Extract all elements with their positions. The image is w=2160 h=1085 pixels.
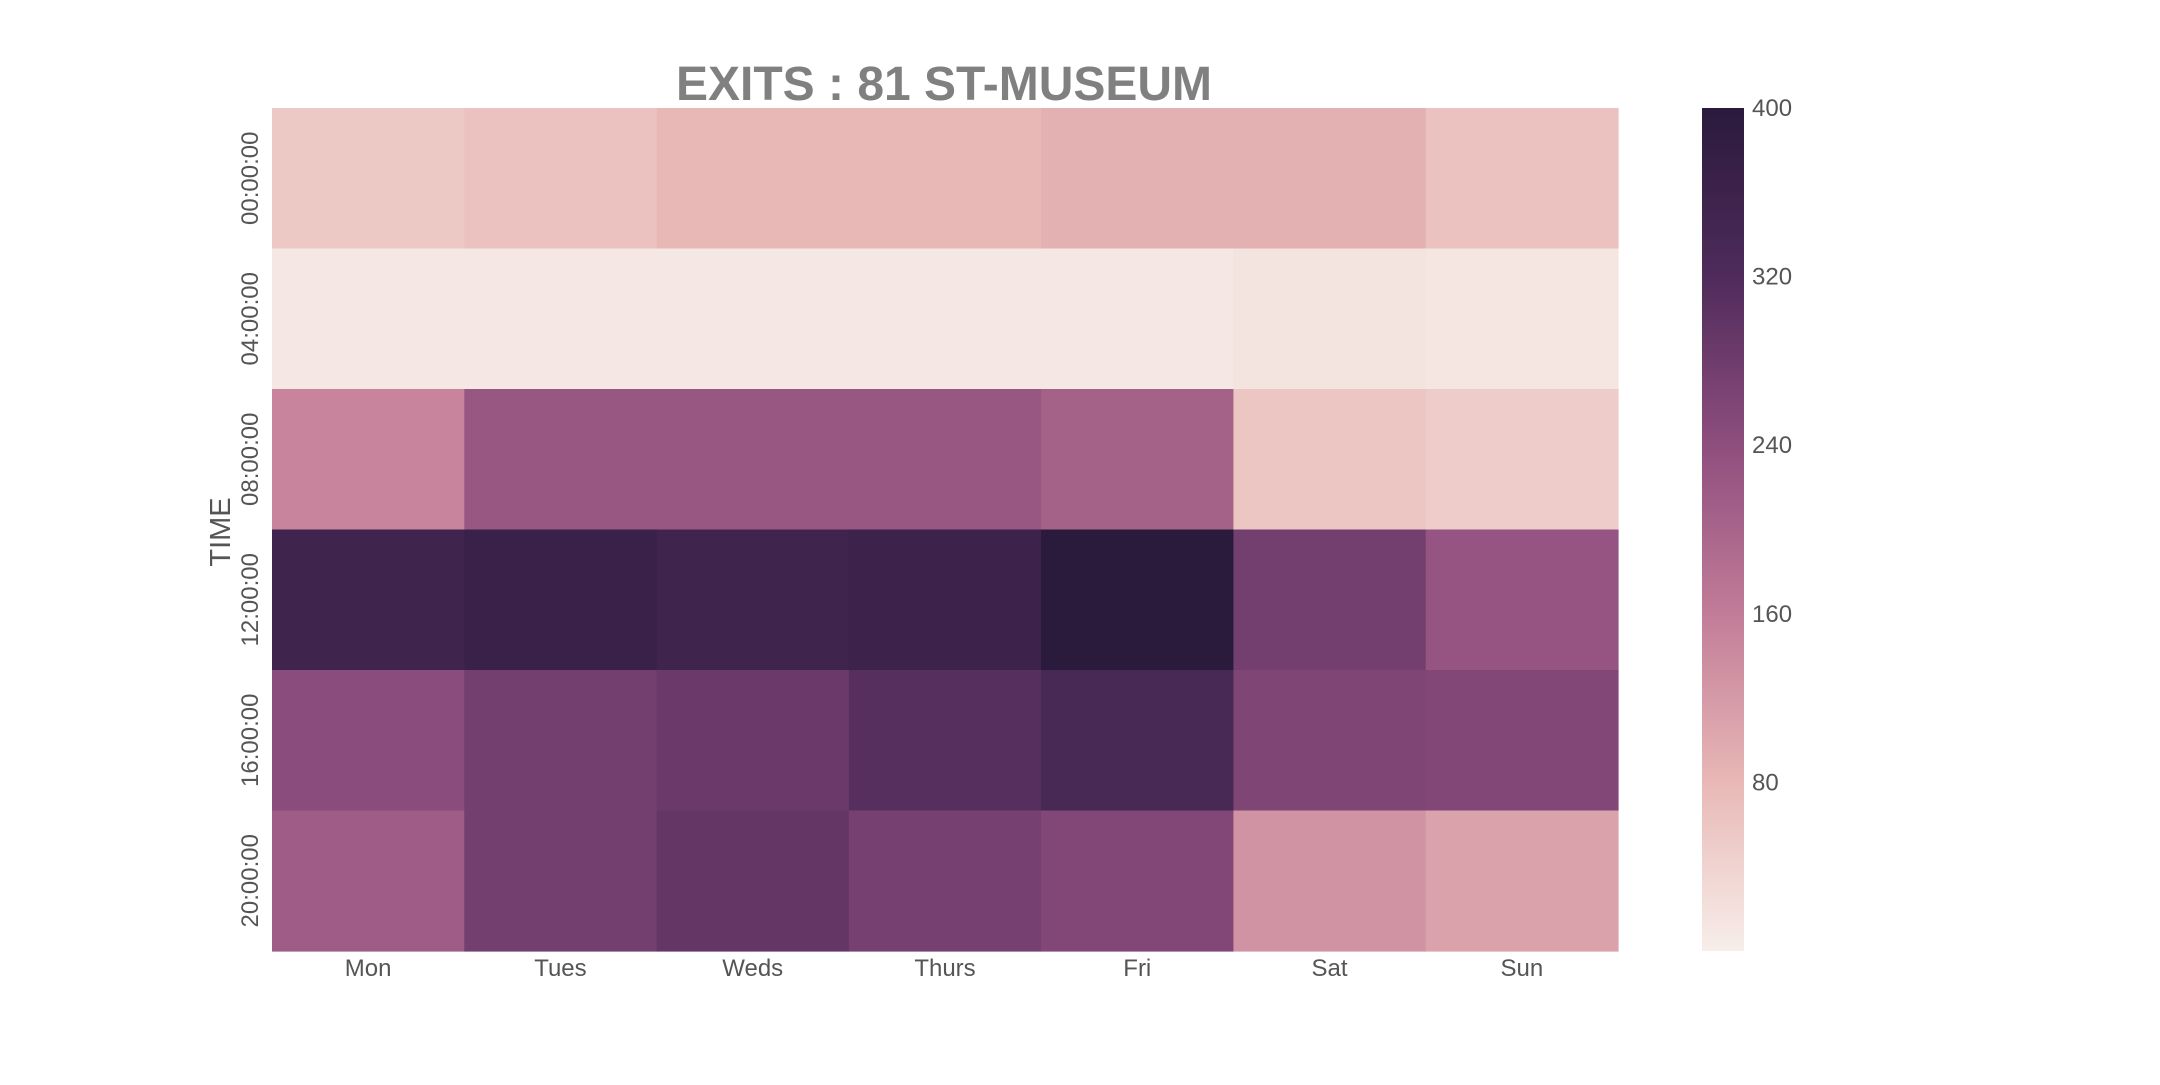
heatmap-cell (848, 248, 1042, 390)
heatmap-cell (1041, 108, 1235, 250)
heatmap-cell (1041, 389, 1235, 531)
heatmap-cell (1041, 529, 1235, 671)
heatmap-cell (272, 248, 465, 390)
colorbar-tick-label: 400 (1752, 95, 1792, 122)
heatmap-cell (1425, 248, 1619, 390)
heatmap-cell (1425, 389, 1619, 531)
heatmap-cell (848, 108, 1042, 250)
heatmap-cell (464, 529, 658, 671)
x-tick-label: Mon (345, 955, 392, 982)
heatmap-cell (272, 108, 465, 250)
heatmap-cell (464, 108, 658, 250)
x-tick-labels: Mon Tues Weds Thurs Fri Sat Sun (345, 955, 1543, 982)
heatmap-cell (848, 529, 1042, 671)
heatmap-cell (464, 248, 658, 390)
y-tick-label: 08:00:00 (237, 413, 264, 506)
heatmap-cell (848, 670, 1042, 812)
x-tick-label: Weds (722, 955, 783, 982)
colorbar-tick-label: 320 (1752, 264, 1792, 291)
heatmap-cell (656, 529, 850, 671)
heatmap-cell (1041, 248, 1235, 390)
x-tick-label: Fri (1123, 955, 1151, 982)
heatmap-cell (464, 389, 658, 531)
y-tick-label: 16:00:00 (237, 694, 264, 787)
heatmap-cell (848, 389, 1042, 531)
heatmap-cell (1041, 670, 1235, 812)
y-tick-label: 20:00:00 (237, 834, 264, 927)
heatmap-cell (656, 810, 850, 952)
heatmap-cell (1425, 108, 1619, 250)
colorbar-tick-labels: 80 160 240 320 400 (1752, 95, 1792, 796)
chart-title: EXITS : 81 ST-MUSEUM (676, 58, 1212, 111)
heatmap-cell (1233, 670, 1427, 812)
colorbar-tick-label: 80 (1752, 769, 1779, 796)
colorbar-tick-label: 240 (1752, 432, 1792, 459)
heatmap-cell (1233, 529, 1427, 671)
x-tick-label: Tues (534, 955, 586, 982)
x-tick-label: Sun (1501, 955, 1544, 982)
heatmap-cell (1233, 248, 1427, 390)
heatmap-cell (1233, 810, 1427, 952)
heatmap-cell (656, 108, 850, 250)
heatmap-cell (1233, 108, 1427, 250)
x-tick-label: Thurs (914, 955, 975, 982)
heatmap-cells (272, 108, 1619, 952)
heatmap-cell (464, 810, 658, 952)
heatmap-cell (272, 389, 465, 531)
heatmap-cell (272, 670, 465, 812)
y-tick-label: 04:00:00 (237, 272, 264, 365)
heatmap-cell (272, 529, 465, 671)
heatmap-cell (272, 810, 465, 952)
y-tick-label: 12:00:00 (237, 553, 264, 646)
heatmap-cell (1425, 670, 1619, 812)
heatmap-cell (464, 670, 658, 812)
colorbar (1702, 108, 1744, 951)
y-axis-label: TIME (205, 497, 237, 566)
heatmap-cell (656, 248, 850, 390)
heatmap-cell (656, 670, 850, 812)
y-tick-label: 00:00:00 (237, 132, 264, 225)
x-tick-label: Sat (1312, 955, 1348, 982)
y-tick-labels: 00:00:00 04:00:00 08:00:00 12:00:00 16:00:00… (237, 132, 264, 928)
heatmap-cell (1425, 529, 1619, 671)
colorbar-tick-label: 160 (1752, 601, 1792, 628)
heatmap-cell (656, 389, 850, 531)
heatmap-cell (1425, 810, 1619, 952)
heatmap-cell (1041, 810, 1235, 952)
heatmap-cell (1233, 389, 1427, 531)
heatmap-cell (848, 810, 1042, 952)
